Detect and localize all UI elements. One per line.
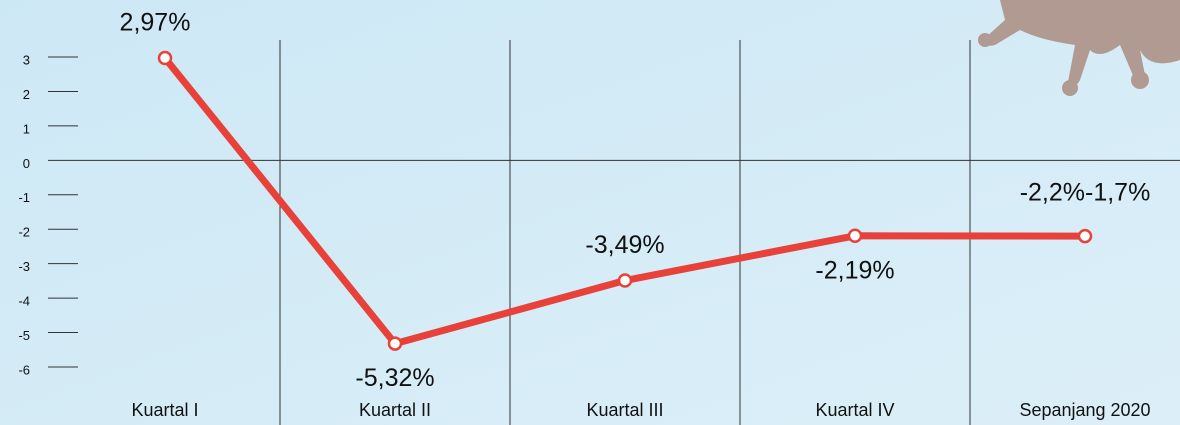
x-tick-label: Kuartal I [131,400,198,420]
point [389,338,401,350]
point [849,230,861,242]
y-tick-label: 0 [23,156,30,171]
value-label: -3,49% [585,231,664,259]
x-tick-label: Sepanjang 2020 [1019,400,1150,420]
y-tick-label: -6 [18,362,30,377]
y-tick-label: 3 [23,52,30,67]
annotation: -2,2%-1,7% [1020,179,1151,207]
y-tick-label: -4 [18,294,30,309]
point [619,275,631,287]
value-label: -5,32% [355,364,434,392]
y-tick-label: -1 [18,190,30,205]
value-label: 2,97% [120,9,191,37]
x-tick-label: Kuartal II [359,400,431,420]
x-tick-label: Kuartal IV [815,400,894,420]
y-tick-label: 2 [23,87,30,102]
point [159,52,171,64]
point [1079,230,1091,242]
x-tick-label: Kuartal III [586,400,663,420]
value-label: -2,19% [815,256,894,284]
y-tick-label: -5 [18,328,30,343]
y-tick-label: -3 [18,259,30,274]
y-tick-label: 1 [23,121,30,136]
y-tick-label: -2 [18,225,30,240]
chart: 3 2 1 0 -1 -2 -3 -4 -5 -6 Kuartal I Kuartal II Kuart… [0,0,1180,425]
background [0,0,1180,425]
